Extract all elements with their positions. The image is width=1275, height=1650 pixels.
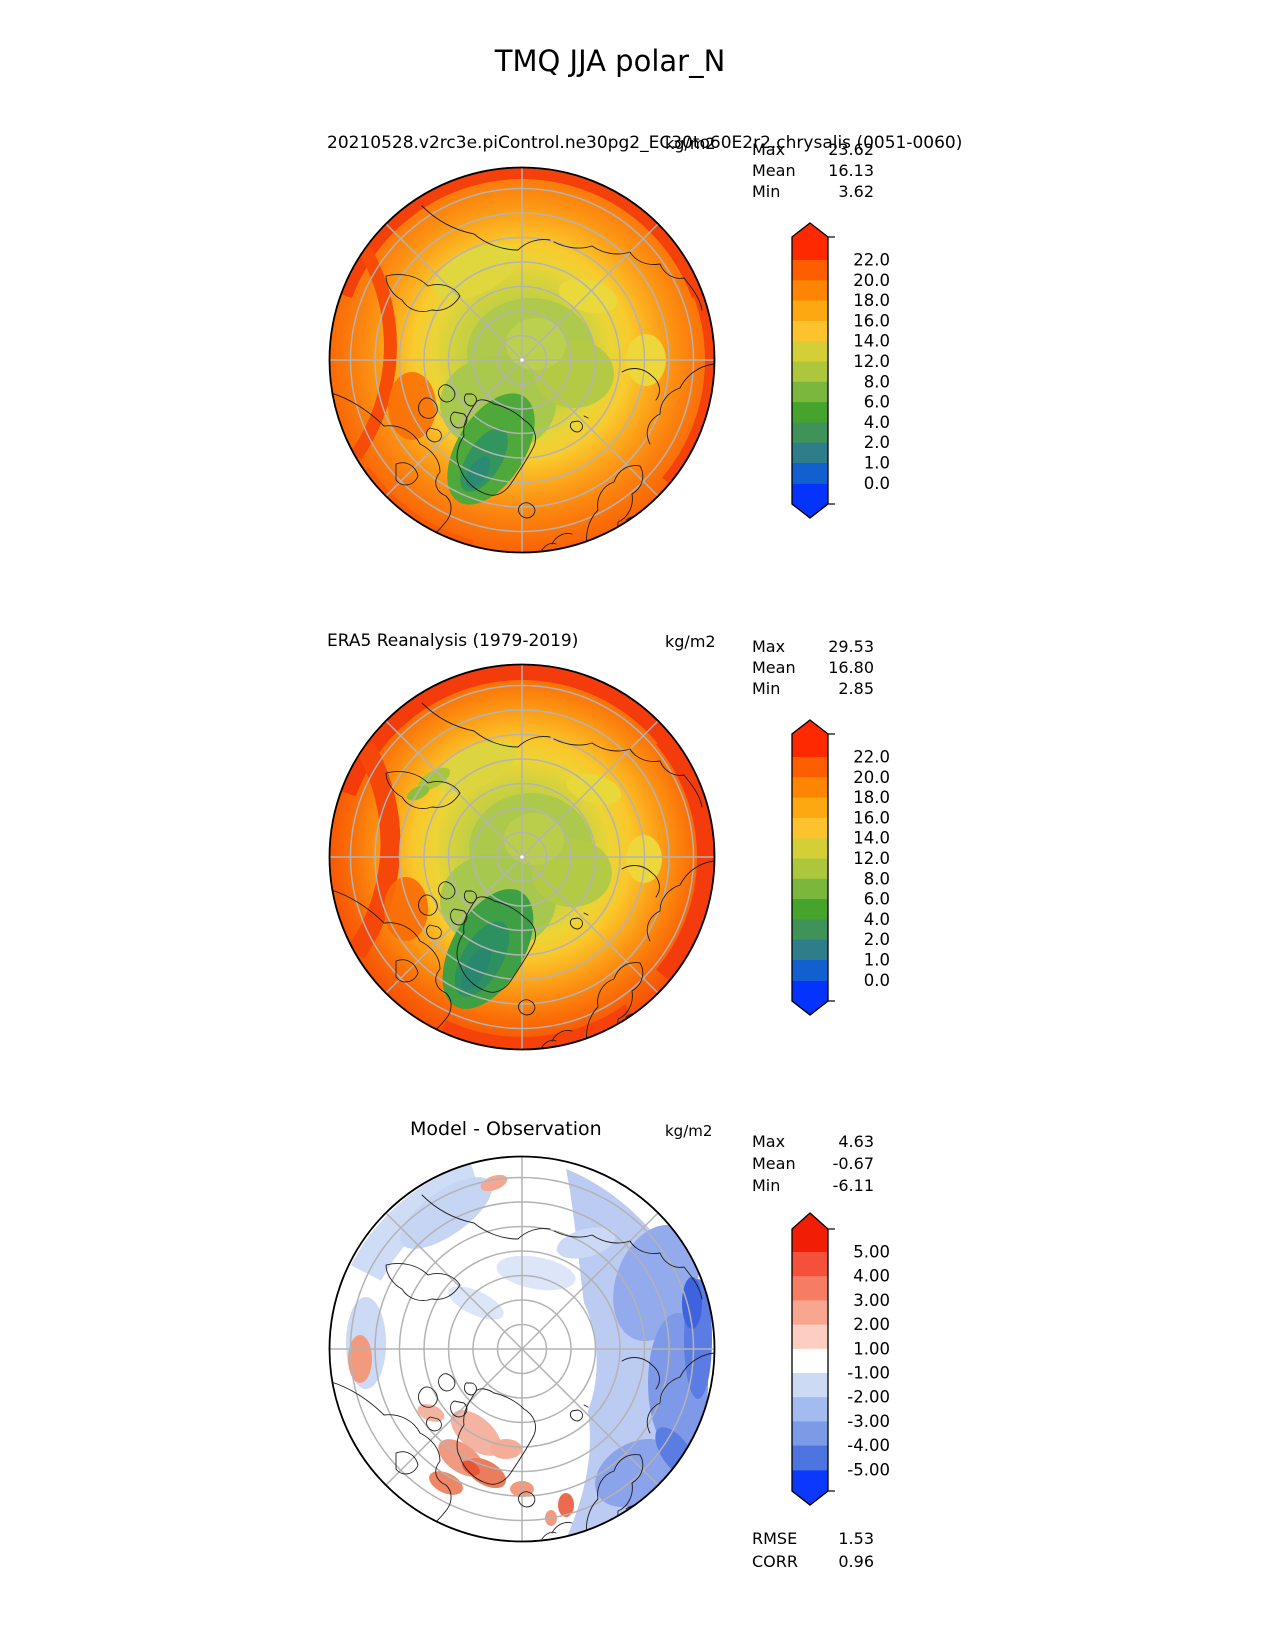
colorbar-band [792,1300,828,1326]
colorbar-tick-label: 14.0 [853,332,890,351]
panel3-title: Model - Observation [410,1118,602,1140]
colorbar-band [792,878,828,900]
colorbar-band [792,1421,828,1447]
colorbar-band [792,341,828,363]
panel2-units: kg/m2 [665,632,716,651]
colorbar-tick-label: 5.00 [853,1243,890,1262]
colorbar-band [792,280,828,302]
colorbar-band [792,757,828,778]
panel2-stat-max: Max 29.53 [752,637,874,656]
colorbar-band [792,919,828,941]
colorbar-extend-top [792,1213,828,1252]
panel2-stat-min: Min 2.85 [752,679,874,698]
colorbar-tick-label: 16.0 [853,311,890,330]
colorbar-band [792,422,828,444]
colorbar-tick-label: 4.0 [864,910,890,929]
colorbar-band [792,1276,828,1301]
map-model-polar [328,166,716,554]
panel1-stat-min: Min 3.62 [752,182,874,201]
colorbar-tick-label: 20.0 [853,768,890,787]
panel1-title: 20210528.v2rc3e.piControl.ne30pg2_EC30to… [327,133,963,153]
colorbar-tick-label: 16.0 [853,808,890,827]
colorbar-tick-label: -3.00 [847,1412,890,1431]
panel2-stat-mean: Mean 16.80 [752,658,874,677]
colorbar-tick-label: 14.0 [853,829,890,848]
colorbar-tick-label: 1.00 [853,1339,890,1358]
colorbar-band [792,463,828,484]
colorbar-tick-label: 12.0 [853,352,890,371]
map-diff-polar [328,1155,716,1543]
pole-dot [520,358,524,362]
colorbar-band [792,361,828,383]
colorbar-band [792,899,828,920]
colorbar-band [792,858,828,880]
colorbar-band [792,939,828,961]
graticule [329,1156,715,1542]
metric-rmse: RMSE 1.53 [752,1529,874,1548]
colorbar-band [792,960,828,981]
pole-dot [520,855,524,859]
colorbar-tick-label: 2.00 [853,1315,890,1334]
colorbar-extend-bottom [792,1469,828,1505]
colorbar-tick-label: 18.0 [853,788,890,807]
colorbar-band [792,260,828,281]
colorbar-tick-label: -1.00 [847,1364,890,1383]
colorbar-band [792,1373,828,1398]
colorbar-tick-label: 4.0 [864,413,890,432]
colorbar-band [792,838,828,860]
colorbar-extend-bottom [792,483,828,518]
colorbar-model: 22.020.018.016.0 14.012.08.0 6.04.02.0 1.00… [791,222,890,519]
colorbar-extend-bottom [792,980,828,1015]
colorbar-band [792,777,828,799]
colorbar-tick-label: 4.00 [853,1267,890,1286]
colorbar-tick-label: 6.0 [864,393,890,412]
colorbar-band [792,320,828,342]
colorbar-band [792,1348,828,1374]
colorbar-tick-label: 2.0 [864,433,890,452]
colorbar-tick-label: -2.00 [847,1388,890,1407]
colorbar-tick-label: 12.0 [853,849,890,868]
panel1-units: kg/m2 [665,134,716,153]
colorbar-tick-label: 3.00 [853,1291,890,1310]
colorbar-tick-label: 20.0 [853,271,890,290]
colorbar-era5: 22.020.018.016.0 14.012.08.0 6.04.02.0 1.00… [791,719,890,1016]
colorbar-band [792,1397,828,1422]
colorbar-extend-top [792,720,828,757]
colorbar-tick-label: 2.0 [864,930,890,949]
colorbar-tick-label: 0.0 [864,971,890,990]
colorbar-tick-label: 18.0 [853,291,890,310]
panel3-stat-min: Min -6.11 [752,1176,874,1195]
colorbar-diff: 5.00 4.00 3.00 2.00 1.00 -1.00 -2.00 -3.00 -4.00… [791,1212,890,1506]
map-era5-polar [328,663,716,1051]
colorbar-tick-label: 1.0 [864,454,890,473]
colorbar-band [792,442,828,464]
colorbar-band [792,1252,828,1277]
colorbar-tick-label: 8.0 [864,869,890,888]
colorbar-band [792,797,828,819]
panel3-units: kg/m2 [665,1122,713,1140]
colorbar-tick-label: -4.00 [847,1436,890,1455]
panel1-stat-max: Max 23.62 [752,140,874,159]
colorbar-band [792,1324,828,1350]
colorbar-band [792,1445,828,1471]
colorbar-band [792,381,828,403]
colorbar-tick-label: 6.0 [864,890,890,909]
colorbar-extend-top [792,223,828,260]
colorbar-tick-label: 0.0 [864,474,890,493]
metric-corr: CORR 0.96 [752,1552,874,1571]
colorbar-tick-label: 1.0 [864,951,890,970]
colorbar-band [792,402,828,423]
colorbar-tick-label: 22.0 [853,748,890,767]
panel3-stat-mean: Mean -0.67 [752,1154,874,1173]
panel1-stat-mean: Mean 16.13 [752,161,874,180]
panel2-title: ERA5 Reanalysis (1979-2019) [327,631,579,651]
colorbar-tick-label: 8.0 [864,372,890,391]
colorbar-tick-label: 22.0 [853,251,890,270]
colorbar-band [792,300,828,322]
colorbar-tick-label: -5.00 [847,1460,890,1479]
colorbar-band [792,817,828,839]
panel3-stat-max: Max 4.63 [752,1132,874,1151]
page-title: TMQ JJA polar_N [494,44,726,78]
